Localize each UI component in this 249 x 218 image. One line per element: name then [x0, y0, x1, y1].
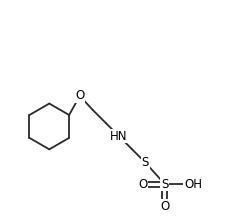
Text: OH: OH — [184, 178, 202, 191]
Text: S: S — [161, 178, 169, 191]
Text: S: S — [141, 156, 149, 169]
Text: HN: HN — [110, 130, 127, 143]
Text: O: O — [160, 199, 170, 213]
Text: O: O — [138, 178, 148, 191]
Text: O: O — [75, 89, 84, 102]
